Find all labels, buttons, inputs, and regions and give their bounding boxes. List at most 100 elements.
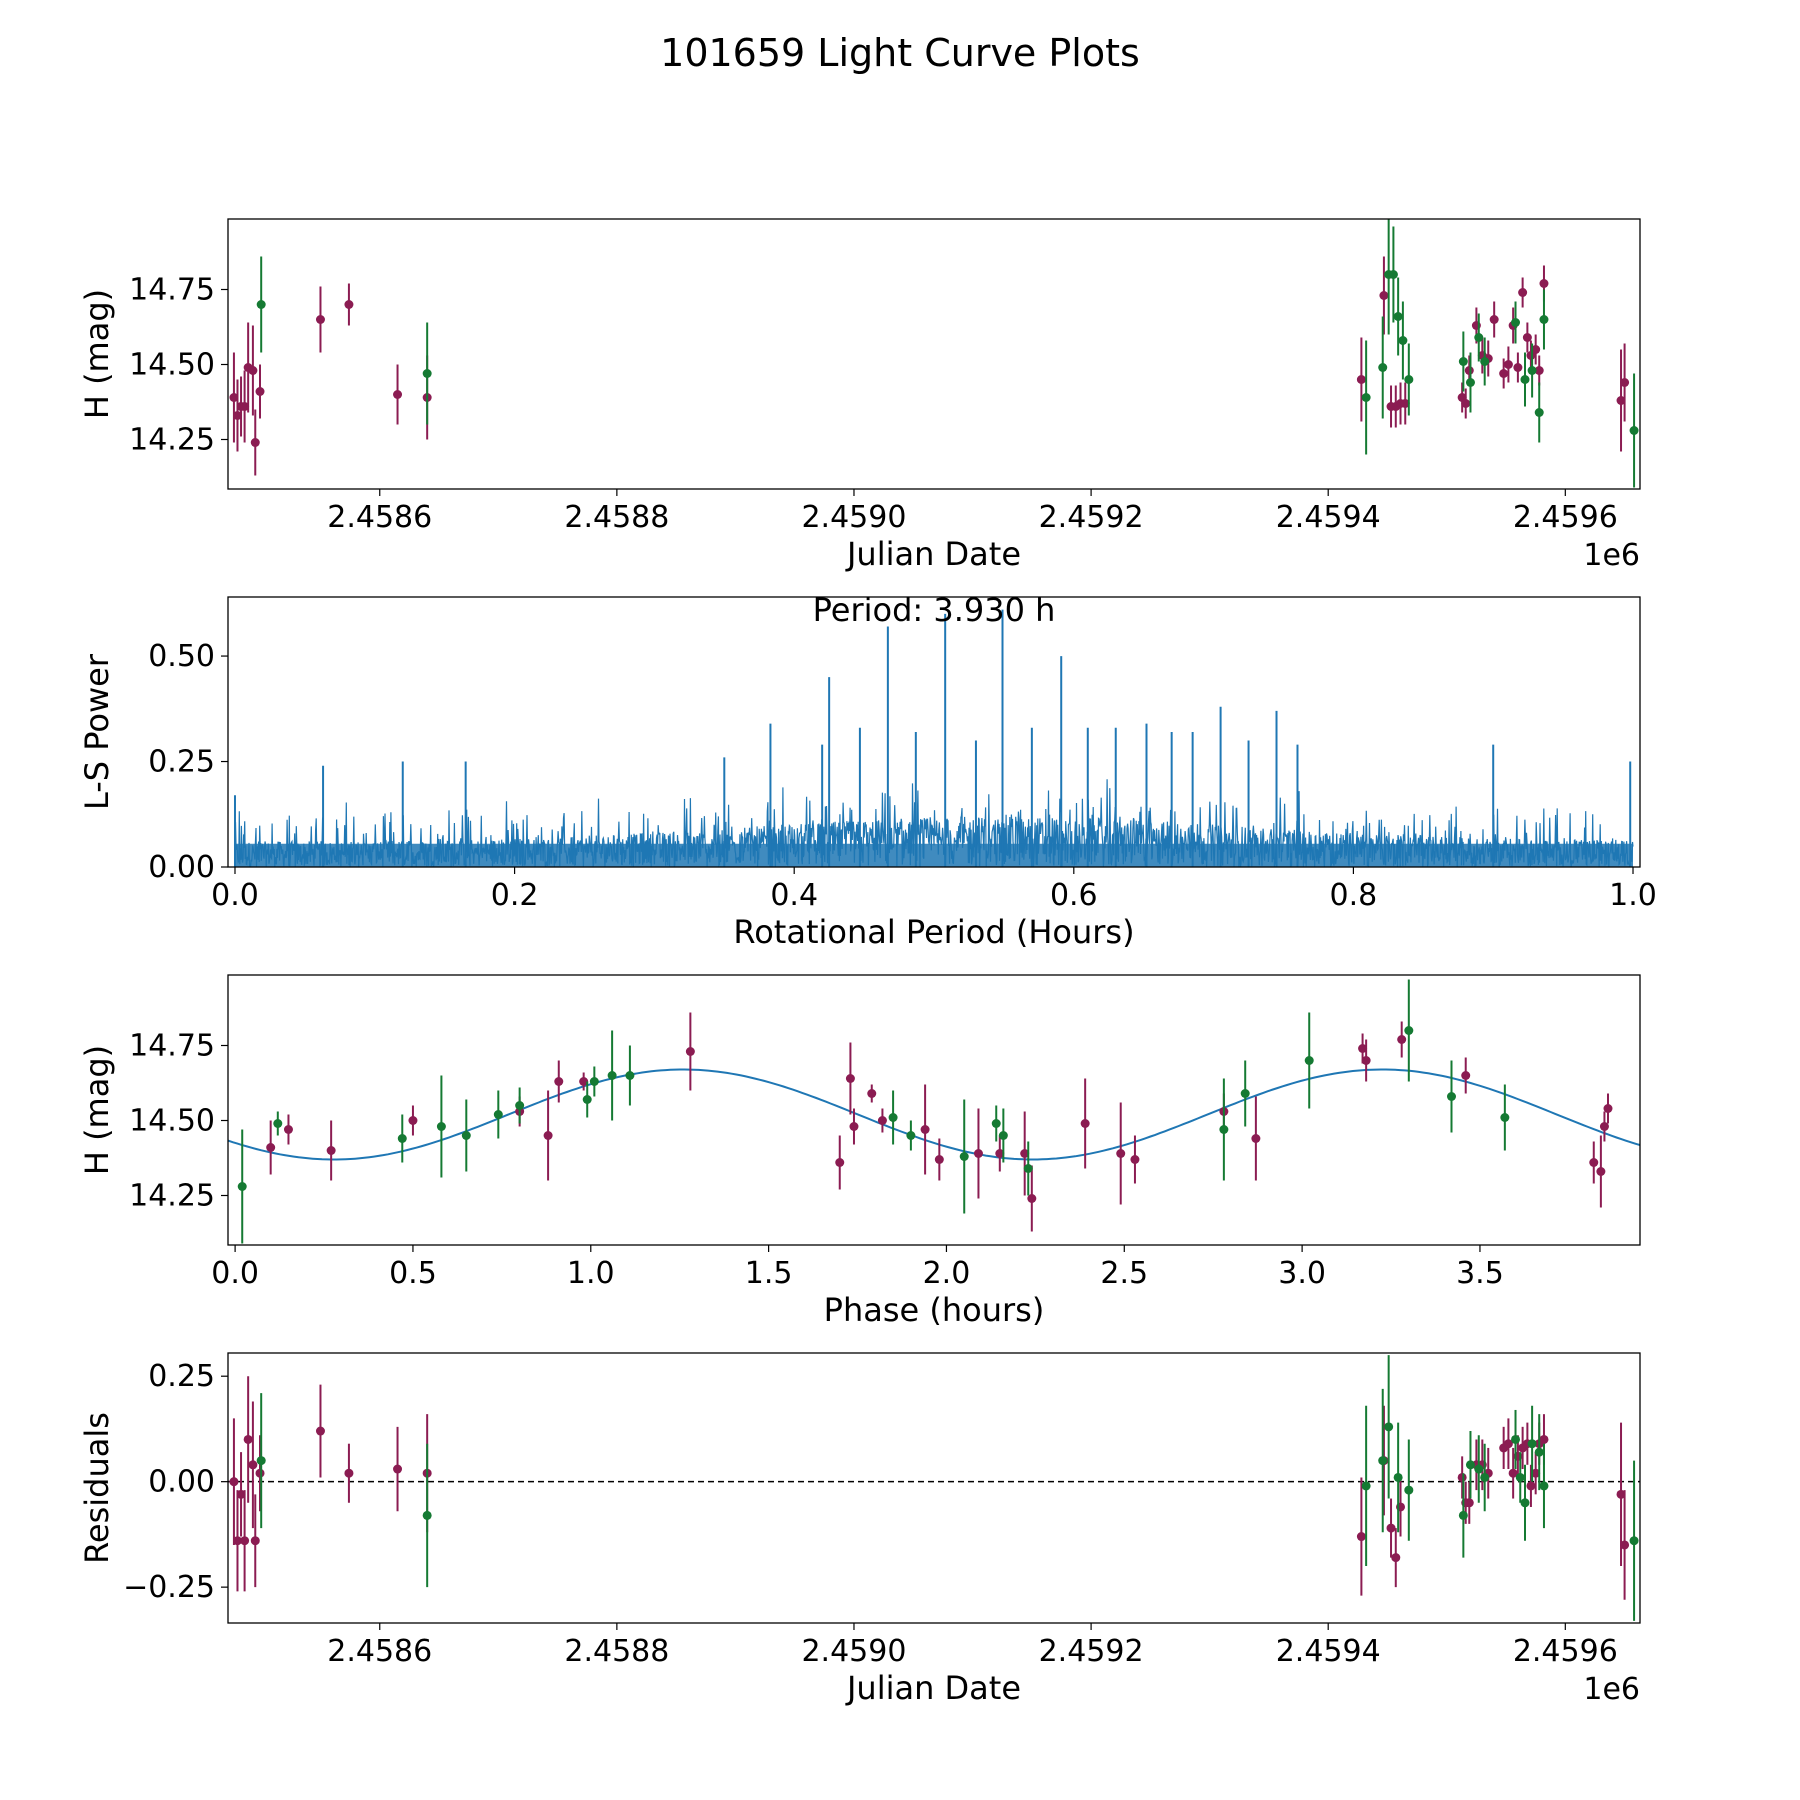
data-point <box>344 300 354 309</box>
data-point <box>255 1468 265 1478</box>
axes-frame <box>227 596 1641 868</box>
data-point <box>236 1489 246 1499</box>
x-tick-label: 2.0 <box>923 1256 971 1291</box>
data-point <box>1386 1523 1396 1533</box>
data-point <box>543 1131 553 1140</box>
data-point <box>1080 1119 1090 1128</box>
data-point <box>959 1152 969 1161</box>
data-point <box>1400 399 1410 408</box>
data-point <box>1500 1113 1510 1122</box>
plot-area <box>228 979 1640 1244</box>
data-point <box>1027 1194 1037 1203</box>
data-point <box>1461 1071 1471 1080</box>
data-point <box>248 1460 258 1470</box>
x-tick-label: 2.4592 <box>1039 1634 1144 1669</box>
data-point <box>995 1149 1005 1158</box>
axes-frame <box>227 218 1641 490</box>
data-point <box>554 1077 564 1086</box>
data-point <box>1527 366 1537 375</box>
data-point <box>408 1116 418 1125</box>
data-point <box>1361 1056 1371 1065</box>
data-point <box>1620 1540 1630 1550</box>
data-point <box>315 1426 325 1436</box>
y-tick-label: 14.25 <box>129 1179 215 1214</box>
x-tick-label: 2.4594 <box>1276 1634 1381 1669</box>
data-point <box>1589 1158 1599 1167</box>
data-point <box>1629 1536 1639 1546</box>
data-point <box>1518 288 1528 297</box>
data-point <box>1620 378 1630 387</box>
x-tick-label: 1.5 <box>745 1256 793 1291</box>
data-point <box>607 1071 617 1080</box>
data-point <box>1461 399 1471 408</box>
data-point <box>1391 1553 1401 1563</box>
data-point <box>1404 1026 1414 1035</box>
data-point <box>393 1464 403 1474</box>
data-point <box>1526 351 1536 360</box>
data-point <box>1457 1472 1467 1482</box>
data-point <box>1020 1149 1030 1158</box>
data-point <box>1458 1510 1468 1520</box>
data-point <box>1499 369 1509 378</box>
panel-residuals: −0.25 0.00 0.25 2.4586 2.4588 2.4590 2.4592 2.4… <box>78 1352 1641 1707</box>
x-tick-label: 0.2 <box>491 878 539 913</box>
x-tick-label: 3.0 <box>1278 1256 1326 1291</box>
data-point <box>1520 1498 1530 1508</box>
x-axis-label: Julian Date <box>845 1669 1021 1707</box>
data-point <box>248 366 258 375</box>
data-point <box>1393 312 1403 321</box>
data-point <box>1379 291 1389 300</box>
y-tick-label: 0.00 <box>148 850 215 885</box>
data-point <box>1356 1532 1366 1542</box>
data-point <box>849 1122 859 1131</box>
data-point <box>934 1155 944 1164</box>
data-point <box>1629 426 1639 435</box>
data-point <box>240 402 250 411</box>
data-point <box>1539 315 1549 324</box>
data-point <box>1539 1434 1549 1444</box>
fit-curve <box>228 1068 1640 1161</box>
data-point <box>1489 315 1499 324</box>
data-point <box>1458 357 1468 366</box>
panels: 14.25 14.50 14.75 2.4586 2.4588 2.4590 2.4592 2… <box>78 218 1657 1707</box>
data-point <box>920 1125 930 1134</box>
y-tick-label: 14.50 <box>129 348 215 383</box>
data-point <box>1520 375 1530 384</box>
data-point <box>273 1119 283 1128</box>
data-point <box>1480 1472 1490 1482</box>
data-point <box>835 1158 845 1167</box>
x-tick-label: 0.6 <box>1050 878 1098 913</box>
data-point <box>515 1101 525 1110</box>
x-tick-label: 2.4586 <box>327 500 432 535</box>
data-point <box>1397 1035 1407 1044</box>
data-point <box>1534 1447 1544 1457</box>
data-point <box>998 1131 1008 1140</box>
data-point <box>991 1119 1001 1128</box>
data-point <box>1474 333 1484 342</box>
data-point <box>1116 1149 1126 1158</box>
data-point <box>1384 1422 1394 1432</box>
data-point <box>1599 1122 1609 1131</box>
plot-area <box>228 1355 1640 1621</box>
x-tick-label: 1.0 <box>567 1256 615 1291</box>
data-point <box>232 1536 242 1546</box>
data-point <box>1603 1104 1613 1113</box>
data-point <box>1616 1489 1626 1499</box>
data-point <box>1393 1472 1403 1482</box>
data-point <box>1251 1134 1261 1143</box>
data-point <box>243 1434 253 1444</box>
y-tick-label: −0.25 <box>123 1570 215 1605</box>
data-point <box>1404 375 1414 384</box>
data-point <box>1534 408 1544 417</box>
x-tick-label: 2.5 <box>1100 1256 1148 1291</box>
data-point <box>1378 1456 1388 1466</box>
data-point <box>1361 393 1371 402</box>
axes-frame <box>227 974 1641 1246</box>
data-point <box>1304 1056 1314 1065</box>
y-tick-label: 0.00 <box>148 1465 215 1500</box>
data-point <box>1515 1472 1525 1482</box>
data-point <box>315 315 325 324</box>
data-point <box>1531 345 1541 354</box>
x-offset-label: 1e6 <box>1583 538 1640 573</box>
